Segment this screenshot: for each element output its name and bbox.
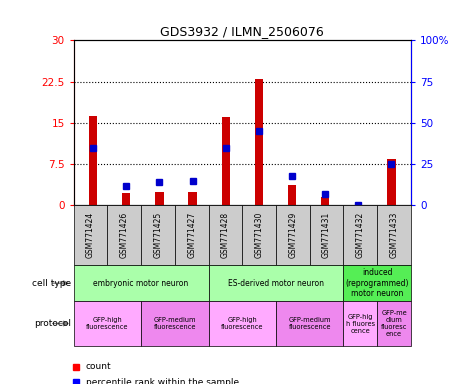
- Text: count: count: [86, 362, 111, 371]
- Bar: [189, 192, 197, 205]
- Text: GFP-medium
fluorescence: GFP-medium fluorescence: [153, 317, 196, 330]
- Text: GFP-hig
h fluores
cence: GFP-hig h fluores cence: [346, 313, 375, 334]
- Text: embryonic motor neuron: embryonic motor neuron: [94, 279, 189, 288]
- Text: GFP-high
fluorescence: GFP-high fluorescence: [86, 317, 129, 330]
- Text: protocol: protocol: [34, 319, 71, 328]
- Text: GSM771425: GSM771425: [153, 212, 162, 258]
- Text: GSM771431: GSM771431: [322, 212, 331, 258]
- Text: ES-derived motor neuron: ES-derived motor neuron: [228, 279, 324, 288]
- Text: GSM771424: GSM771424: [86, 212, 95, 258]
- Bar: [155, 192, 163, 205]
- Bar: [321, 197, 329, 205]
- Text: GSM771433: GSM771433: [390, 212, 399, 258]
- Text: GSM771429: GSM771429: [288, 212, 297, 258]
- Text: GFP-medium
fluorescence: GFP-medium fluorescence: [288, 317, 331, 330]
- Title: GDS3932 / ILMN_2506076: GDS3932 / ILMN_2506076: [161, 25, 324, 38]
- Bar: [89, 116, 97, 205]
- Bar: [255, 79, 263, 205]
- Text: GSM771428: GSM771428: [221, 212, 230, 258]
- Text: GSM771430: GSM771430: [255, 212, 264, 258]
- Text: GSM771427: GSM771427: [187, 212, 196, 258]
- Text: GFP-high
fluorescence: GFP-high fluorescence: [221, 317, 264, 330]
- Text: GSM771426: GSM771426: [120, 212, 129, 258]
- Text: GFP-me
dium
fluoresc
ence: GFP-me dium fluoresc ence: [381, 310, 407, 337]
- Bar: [387, 159, 396, 205]
- Bar: [288, 185, 296, 205]
- Text: percentile rank within the sample: percentile rank within the sample: [86, 377, 238, 384]
- Text: GSM771432: GSM771432: [356, 212, 365, 258]
- Text: induced
(reprogrammed)
motor neuron: induced (reprogrammed) motor neuron: [345, 268, 409, 298]
- Text: cell type: cell type: [32, 279, 71, 288]
- Bar: [122, 193, 130, 205]
- Bar: [221, 118, 230, 205]
